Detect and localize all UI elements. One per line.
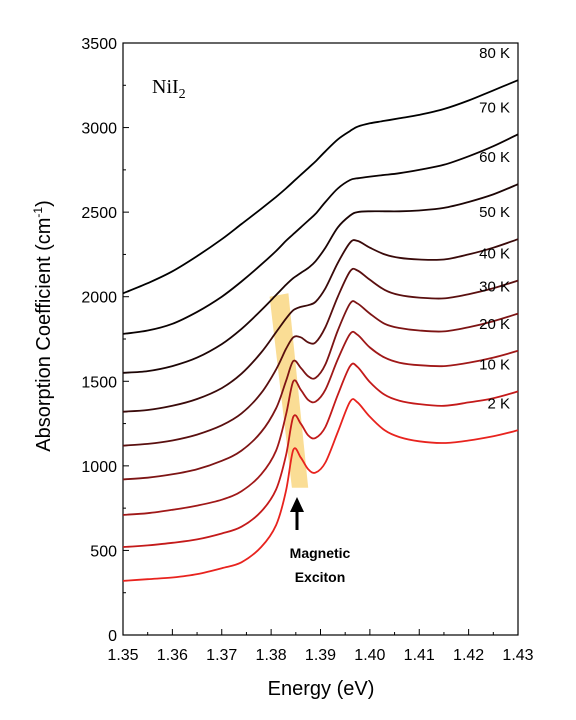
series-lines xyxy=(122,79,519,582)
series-line xyxy=(122,362,519,548)
series-label: 70 K xyxy=(479,99,510,116)
series-line xyxy=(122,330,519,516)
series-line xyxy=(122,238,519,413)
series-line xyxy=(122,133,519,335)
annotation-line-1: Magnetic xyxy=(290,545,351,561)
exciton-arrow-head xyxy=(290,497,304,512)
x-tick-label: 1.40 xyxy=(354,647,385,664)
series-line xyxy=(122,300,519,481)
y-tick-label: 0 xyxy=(108,628,117,645)
series-label: 80 K xyxy=(479,45,510,62)
series-label: 50 K xyxy=(479,204,510,221)
x-tick-label: 1.35 xyxy=(107,647,138,664)
x-tick-label: 1.36 xyxy=(157,647,188,664)
exciton-highlight-layer xyxy=(269,293,309,488)
series-label: 10 K xyxy=(479,356,510,373)
sample-label: NiI2 xyxy=(152,76,186,102)
x-tick-label: 1.37 xyxy=(206,647,237,664)
series-label: 60 K xyxy=(479,149,510,166)
series-label: 40 K xyxy=(479,246,510,263)
y-tick-label: 500 xyxy=(90,543,117,560)
x-tick-label: 1.39 xyxy=(305,647,336,664)
x-tick-label: 1.42 xyxy=(453,647,484,664)
y-axis-title: Absorption Coefficient (cm-1) xyxy=(31,200,55,452)
series-line xyxy=(122,398,519,582)
x-axis-title: Energy (eV) xyxy=(268,678,375,700)
y-tick-label: 2000 xyxy=(81,290,117,307)
axes: 1.35 1.36 1.37 1.38 1.39 1.40 1.41 1.42 1.43 0 500… xyxy=(81,36,533,664)
x-tick-label: 1.43 xyxy=(502,647,533,664)
exciton-highlight-band xyxy=(269,293,309,488)
y-tick-label: 2500 xyxy=(81,205,117,222)
x-tick-label: 1.41 xyxy=(404,647,435,664)
y-tick-label: 1500 xyxy=(81,374,117,391)
y-tick-label: 1000 xyxy=(81,459,117,476)
y-tick-label: 3500 xyxy=(81,36,117,53)
series-line xyxy=(122,267,519,447)
series-line xyxy=(122,79,519,295)
series-label: 30 K xyxy=(479,279,510,296)
y-tick-label: 3000 xyxy=(81,121,117,138)
series-label: 2 K xyxy=(487,395,510,412)
x-tick-label: 1.38 xyxy=(256,647,287,664)
series-line xyxy=(122,183,519,374)
annotation-line-2: Exciton xyxy=(295,569,346,585)
series-label: 20 K xyxy=(479,316,510,333)
series-labels: 2 K 10 K 20 K 30 K 40 K 50 K 60 K 70 K 80 K xyxy=(479,45,510,412)
